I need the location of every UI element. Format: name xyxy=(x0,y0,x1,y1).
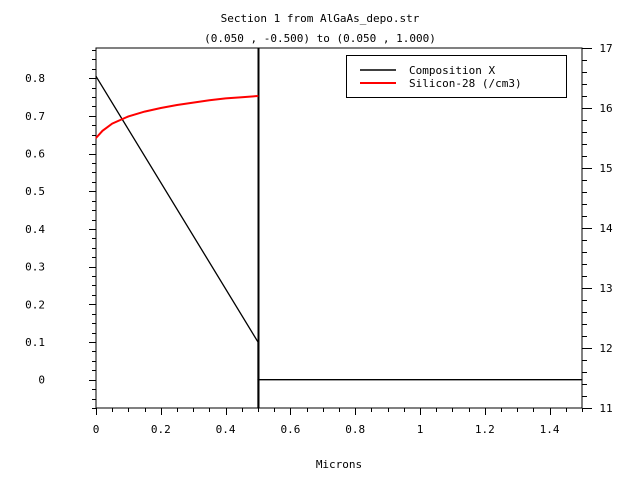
y-left-tick-label: 0.8 xyxy=(25,72,45,85)
legend-box xyxy=(346,55,567,98)
data-point xyxy=(257,407,259,409)
x-tick-label: 0.2 xyxy=(151,423,171,436)
data-point xyxy=(208,99,210,101)
series-line-2 xyxy=(95,95,259,139)
y-right-tick-label: 11 xyxy=(599,402,612,415)
y-right-tick-label: 14 xyxy=(599,222,613,235)
plot-frame xyxy=(95,47,583,409)
data-point xyxy=(160,107,162,109)
y-right-tick-label: 17 xyxy=(599,42,612,55)
x-tick-label: 1 xyxy=(417,423,424,436)
data-point xyxy=(101,130,104,132)
x-tick-label: 0.8 xyxy=(345,423,365,436)
chart-subtitle: (0.050 , -0.500) to (0.050 , 1.000) xyxy=(204,32,436,45)
y-right-tick-label: 13 xyxy=(599,282,612,295)
data-point xyxy=(257,341,259,343)
data-point xyxy=(241,96,243,98)
data-point xyxy=(111,123,113,125)
y-left-tick-label: 0.7 xyxy=(25,110,45,123)
y-left-tick-label: 0.3 xyxy=(25,261,45,274)
x-axis-label: Microns xyxy=(316,458,362,471)
legend-entry-label: Composition X xyxy=(409,64,495,77)
x-tick-label: 0 xyxy=(93,423,100,436)
data-point xyxy=(144,111,146,113)
y-right-tick-label: 15 xyxy=(599,162,612,175)
x-tick-label: 1.2 xyxy=(475,423,495,436)
y-left-tick-label: 0.4 xyxy=(25,223,45,236)
series-line-1 xyxy=(95,75,582,408)
data-point xyxy=(127,115,129,117)
data-point xyxy=(95,75,97,77)
data-point xyxy=(95,137,97,139)
x-tick-label: 1.4 xyxy=(540,423,560,436)
data-point xyxy=(257,95,259,97)
y-left-tick-label: 0 xyxy=(38,374,45,387)
y-right-tick-label: 16 xyxy=(599,102,612,115)
y-left-tick-label: 0.2 xyxy=(25,298,45,311)
data-point xyxy=(225,97,227,99)
x-tick-label: 0.4 xyxy=(216,423,236,436)
data-point xyxy=(581,379,583,381)
data-point xyxy=(257,379,259,381)
data-point xyxy=(192,102,194,104)
x-tick-label: 0.6 xyxy=(280,423,300,436)
y-left-tick-label: 0.1 xyxy=(25,336,45,349)
y-right-tick-label: 12 xyxy=(599,342,612,355)
chart-title: Section 1 from AlGaAs_depo.str xyxy=(221,12,420,25)
y-left-tick-label: 0.6 xyxy=(25,148,45,161)
y-left-tick-label: 0.5 xyxy=(25,185,45,198)
legend-entry-label: Silicon-28 (/cm3) xyxy=(409,77,522,90)
data-point xyxy=(176,104,178,106)
